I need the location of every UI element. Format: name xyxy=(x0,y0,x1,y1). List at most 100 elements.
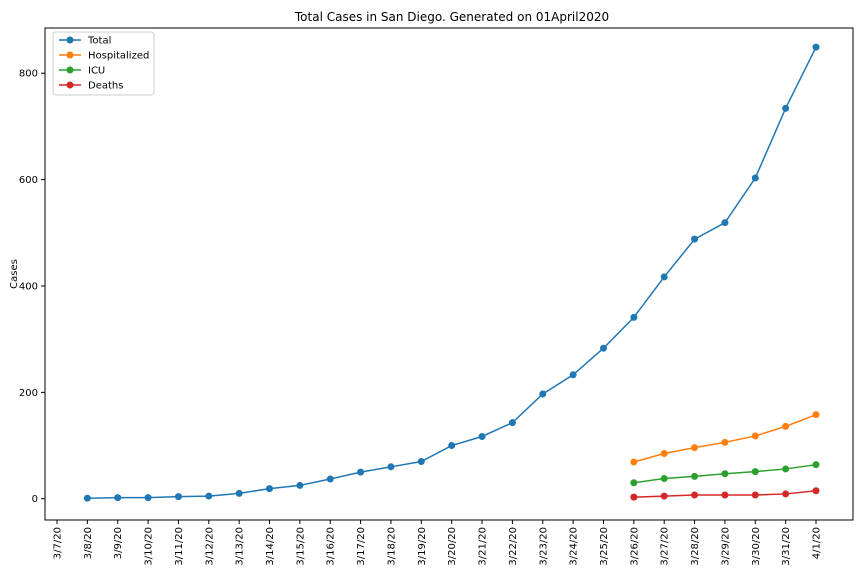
x-tick-label: 3/16/20 xyxy=(326,527,337,566)
data-point-total xyxy=(174,493,182,501)
data-point-hospitalized xyxy=(751,432,759,440)
data-point-total xyxy=(478,432,486,440)
data-point-total xyxy=(539,390,547,398)
data-point-total xyxy=(357,468,365,476)
data-point-icu xyxy=(691,472,699,480)
legend: Total Hospitalized ICU Deaths xyxy=(52,31,155,96)
x-tick-label: 3/15/20 xyxy=(295,527,306,566)
x-tick-label: 3/7/20 xyxy=(53,527,64,559)
data-point-total xyxy=(326,475,334,483)
legend-marker xyxy=(66,81,74,89)
data-point-total xyxy=(599,344,607,352)
x-tick-label: 3/10/20 xyxy=(144,527,155,566)
chart-title: Total Cases in San Diego. Generated on 0… xyxy=(294,10,609,24)
data-point-deaths xyxy=(721,491,729,499)
y-tick-label: 400 xyxy=(19,281,38,292)
y-tick-label: 0 xyxy=(32,494,38,505)
x-tick-label: 3/12/20 xyxy=(204,527,215,566)
data-point-hospitalized xyxy=(630,458,638,466)
data-point-total xyxy=(266,485,274,493)
data-point-total xyxy=(660,273,668,281)
data-point-icu xyxy=(660,475,668,483)
series-layer xyxy=(83,43,820,502)
data-point-total xyxy=(114,494,122,502)
data-point-deaths xyxy=(782,490,790,498)
data-point-total xyxy=(205,492,213,500)
data-point-total xyxy=(387,463,395,471)
data-point-total xyxy=(508,419,516,427)
data-point-icu xyxy=(812,461,820,469)
data-point-icu xyxy=(782,465,790,473)
data-point-total xyxy=(296,481,304,489)
x-tick-label: 3/21/20 xyxy=(478,527,489,566)
y-tick-label: 600 xyxy=(19,175,38,186)
series-icu xyxy=(630,461,820,487)
series-deaths xyxy=(630,487,820,501)
x-tick-label: 3/8/20 xyxy=(83,527,94,559)
series-hospitalized xyxy=(630,411,820,466)
data-point-icu xyxy=(630,479,638,487)
data-point-hospitalized xyxy=(660,450,668,458)
legend-box xyxy=(52,31,155,96)
data-point-hospitalized xyxy=(691,444,699,452)
data-point-hospitalized xyxy=(721,438,729,446)
data-point-total xyxy=(630,313,638,321)
legend-label: Hospitalized xyxy=(88,51,149,62)
x-tick-label: 3/24/20 xyxy=(569,527,580,566)
x-tick-label: 3/26/20 xyxy=(629,527,640,566)
data-point-icu xyxy=(721,470,729,478)
data-point-total xyxy=(83,494,91,502)
x-tick-label: 3/14/20 xyxy=(265,527,276,566)
data-point-deaths xyxy=(691,491,699,499)
y-axis: 0 200 400 600 800 xyxy=(19,69,45,505)
data-point-total xyxy=(812,43,820,51)
data-point-total xyxy=(721,219,729,227)
y-tick-label: 800 xyxy=(19,69,38,80)
x-tick-label: 3/22/20 xyxy=(508,527,519,566)
data-point-hospitalized xyxy=(782,422,790,430)
x-tick-label: 3/20/20 xyxy=(447,527,458,566)
legend-item-deaths: Deaths xyxy=(59,81,123,92)
series-total xyxy=(83,43,820,502)
y-axis-label: Cases xyxy=(9,259,20,289)
legend-item-icu: ICU xyxy=(59,66,105,77)
legend-label: Total xyxy=(87,36,111,47)
data-point-hospitalized xyxy=(812,411,820,419)
x-tick-label: 3/29/20 xyxy=(720,527,731,566)
x-tick-label: 3/11/20 xyxy=(174,527,185,566)
legend-marker xyxy=(66,66,74,74)
plot-area xyxy=(44,27,854,521)
x-tick-label: 3/19/20 xyxy=(417,527,428,566)
data-point-icu xyxy=(751,468,759,476)
x-tick-label: 3/31/20 xyxy=(781,527,792,566)
x-tick-label: 3/23/20 xyxy=(538,527,549,566)
legend-marker xyxy=(66,36,74,44)
x-tick-label: 3/30/20 xyxy=(751,527,762,566)
data-point-deaths xyxy=(751,491,759,499)
legend-label: Deaths xyxy=(88,81,123,92)
data-point-total xyxy=(448,442,456,450)
legend-marker xyxy=(66,51,74,59)
legend-label: ICU xyxy=(88,66,105,77)
x-tick-label: 3/18/20 xyxy=(386,527,397,566)
data-point-total xyxy=(144,494,152,502)
data-point-deaths xyxy=(812,487,820,495)
x-tick-label: 3/25/20 xyxy=(599,527,610,566)
data-point-deaths xyxy=(630,493,638,501)
data-point-total xyxy=(751,174,759,182)
x-tick-label: 3/9/20 xyxy=(113,527,124,559)
data-point-total xyxy=(569,371,577,379)
data-point-total xyxy=(235,489,243,497)
legend-item-hospitalized: Hospitalized xyxy=(59,51,149,62)
y-tick-label: 200 xyxy=(19,388,38,399)
data-point-total xyxy=(691,235,699,243)
x-tick-label: 4/1/20 xyxy=(812,527,823,559)
data-point-deaths xyxy=(660,492,668,500)
x-tick-label: 3/27/20 xyxy=(660,527,671,566)
x-tick-label: 3/28/20 xyxy=(690,527,701,566)
x-tick-label: 3/13/20 xyxy=(235,527,246,566)
data-point-total xyxy=(417,457,425,465)
x-axis: 3/7/20 3/8/20 3/9/20 3/10/20 3/11/20 3/12/20 3… xyxy=(53,520,823,566)
